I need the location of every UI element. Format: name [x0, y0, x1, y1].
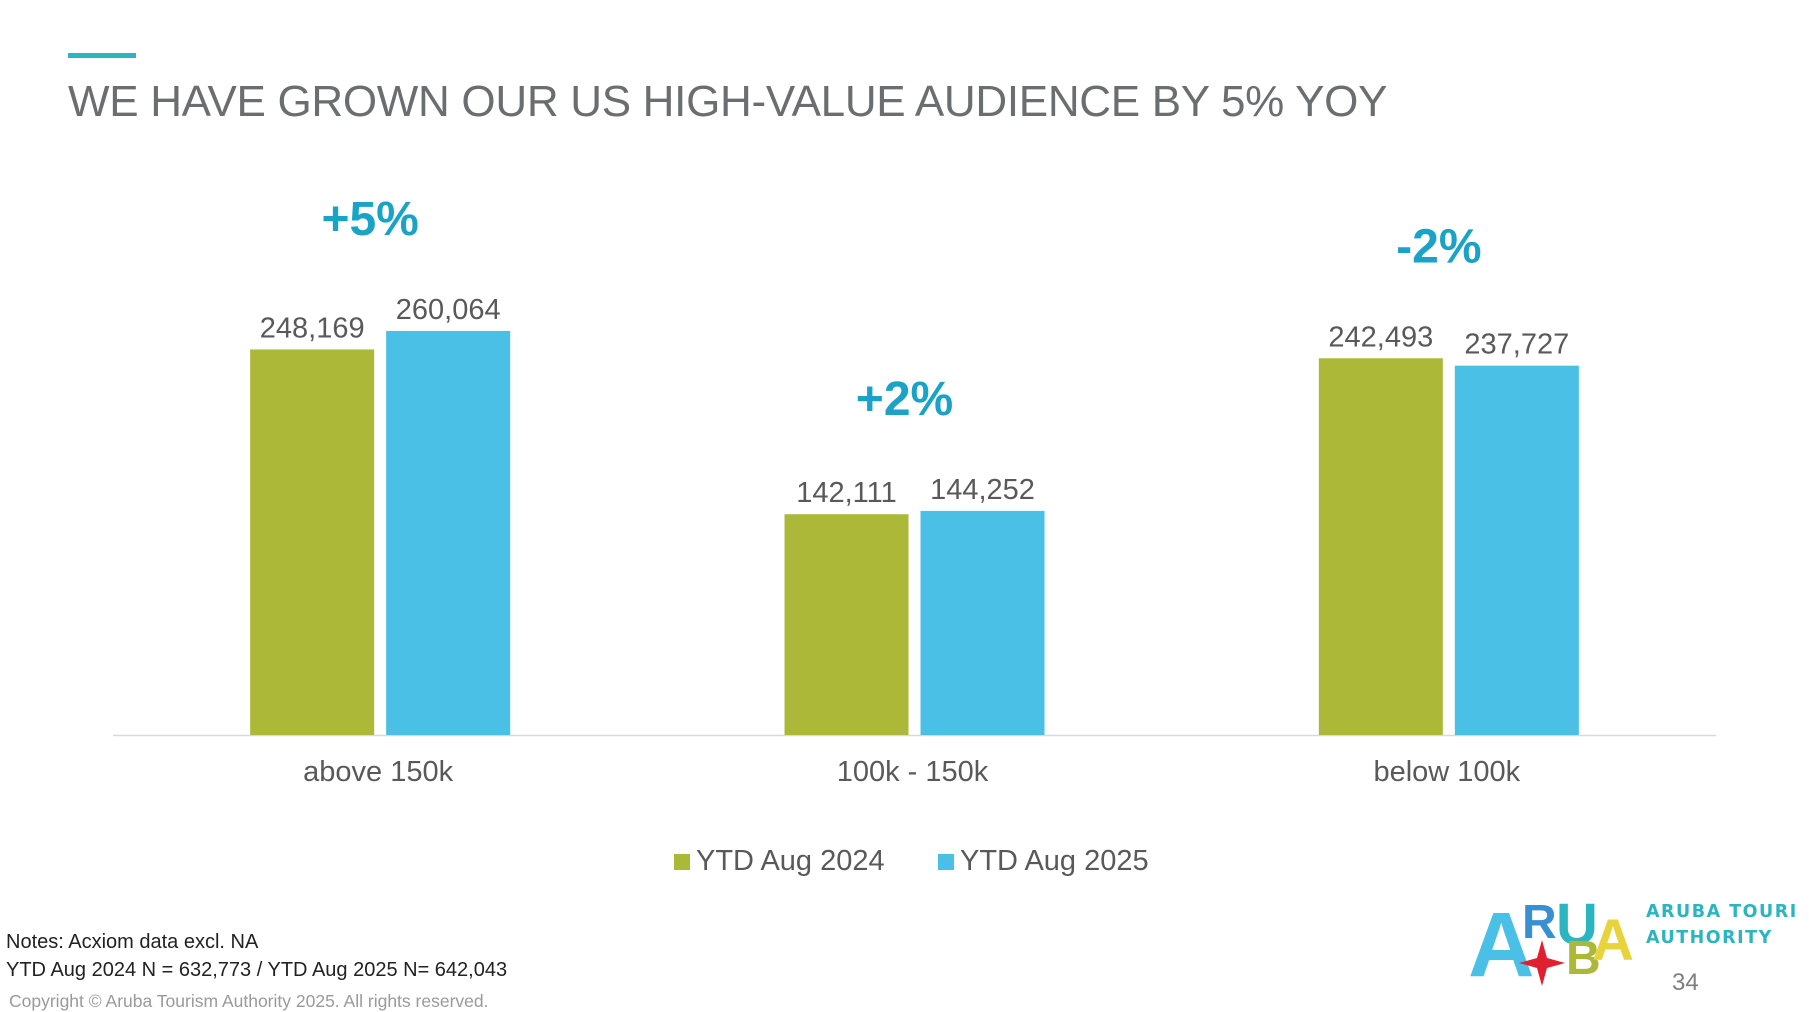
- logo-letter-a1: A: [1468, 894, 1534, 990]
- data-label: 144,252: [930, 474, 1035, 506]
- title-accent-line: [68, 53, 136, 58]
- data-label: 242,493: [1328, 321, 1433, 353]
- notes: Notes: Acxiom data excl. NA YTD Aug 2024…: [6, 928, 507, 984]
- logo-text-line1: ARUBA TOURISM: [1646, 902, 1796, 922]
- slide-title: WE HAVE GROWN OUR US HIGH-VALUE AUDIENCE…: [68, 77, 1388, 126]
- copyright-text: Copyright © Aruba Tourism Authority 2025…: [9, 991, 489, 1011]
- logo-text-line2: AUTHORITY: [1646, 928, 1773, 948]
- bar-2024-2: [784, 514, 909, 735]
- notes-source: Notes: Acxiom data excl. NA: [6, 931, 259, 953]
- page-number: 34: [1672, 969, 1699, 996]
- logo-letter-u: U: [1556, 892, 1598, 957]
- logo-star-icon: [1519, 940, 1565, 986]
- legend-label: YTD Aug 2024: [696, 845, 885, 877]
- legend-swatch: [938, 854, 954, 870]
- legend-label: YTD Aug 2025: [960, 845, 1149, 877]
- change-label: -2%: [1396, 220, 1481, 273]
- data-label: 237,727: [1464, 329, 1569, 361]
- bar-2025-3: [1454, 365, 1579, 735]
- bar-2025-1: [386, 330, 511, 735]
- bar-2024-1: [250, 349, 375, 735]
- category-label: below 100k: [1373, 756, 1520, 788]
- bar-chart: 248,169 260,064 +5% above 150k 142,111 144,25…: [113, 193, 1716, 877]
- notes-sample-size: YTD Aug 2024 N = 632,773 / YTD Aug 2025 …: [6, 959, 508, 981]
- legend-swatch: [674, 854, 690, 870]
- change-label: +2%: [856, 373, 953, 426]
- logo-letter-a2: A: [1592, 908, 1634, 973]
- data-label: 248,169: [260, 312, 365, 344]
- data-label: 142,111: [796, 477, 897, 509]
- logo-letter-r: R: [1522, 896, 1557, 949]
- category-label: above 150k: [303, 756, 453, 788]
- bar-2024-3: [1318, 358, 1443, 735]
- bar-2025-2: [920, 510, 1045, 735]
- logo-letter-b: B: [1566, 932, 1601, 985]
- change-label: +5%: [321, 193, 418, 246]
- aruba-tourism-authority-logo: A R U B A ARUBA TOURISM AUTHORITY: [1468, 892, 1796, 990]
- category-label: 100k - 150k: [837, 756, 989, 788]
- data-label: 260,064: [396, 294, 501, 326]
